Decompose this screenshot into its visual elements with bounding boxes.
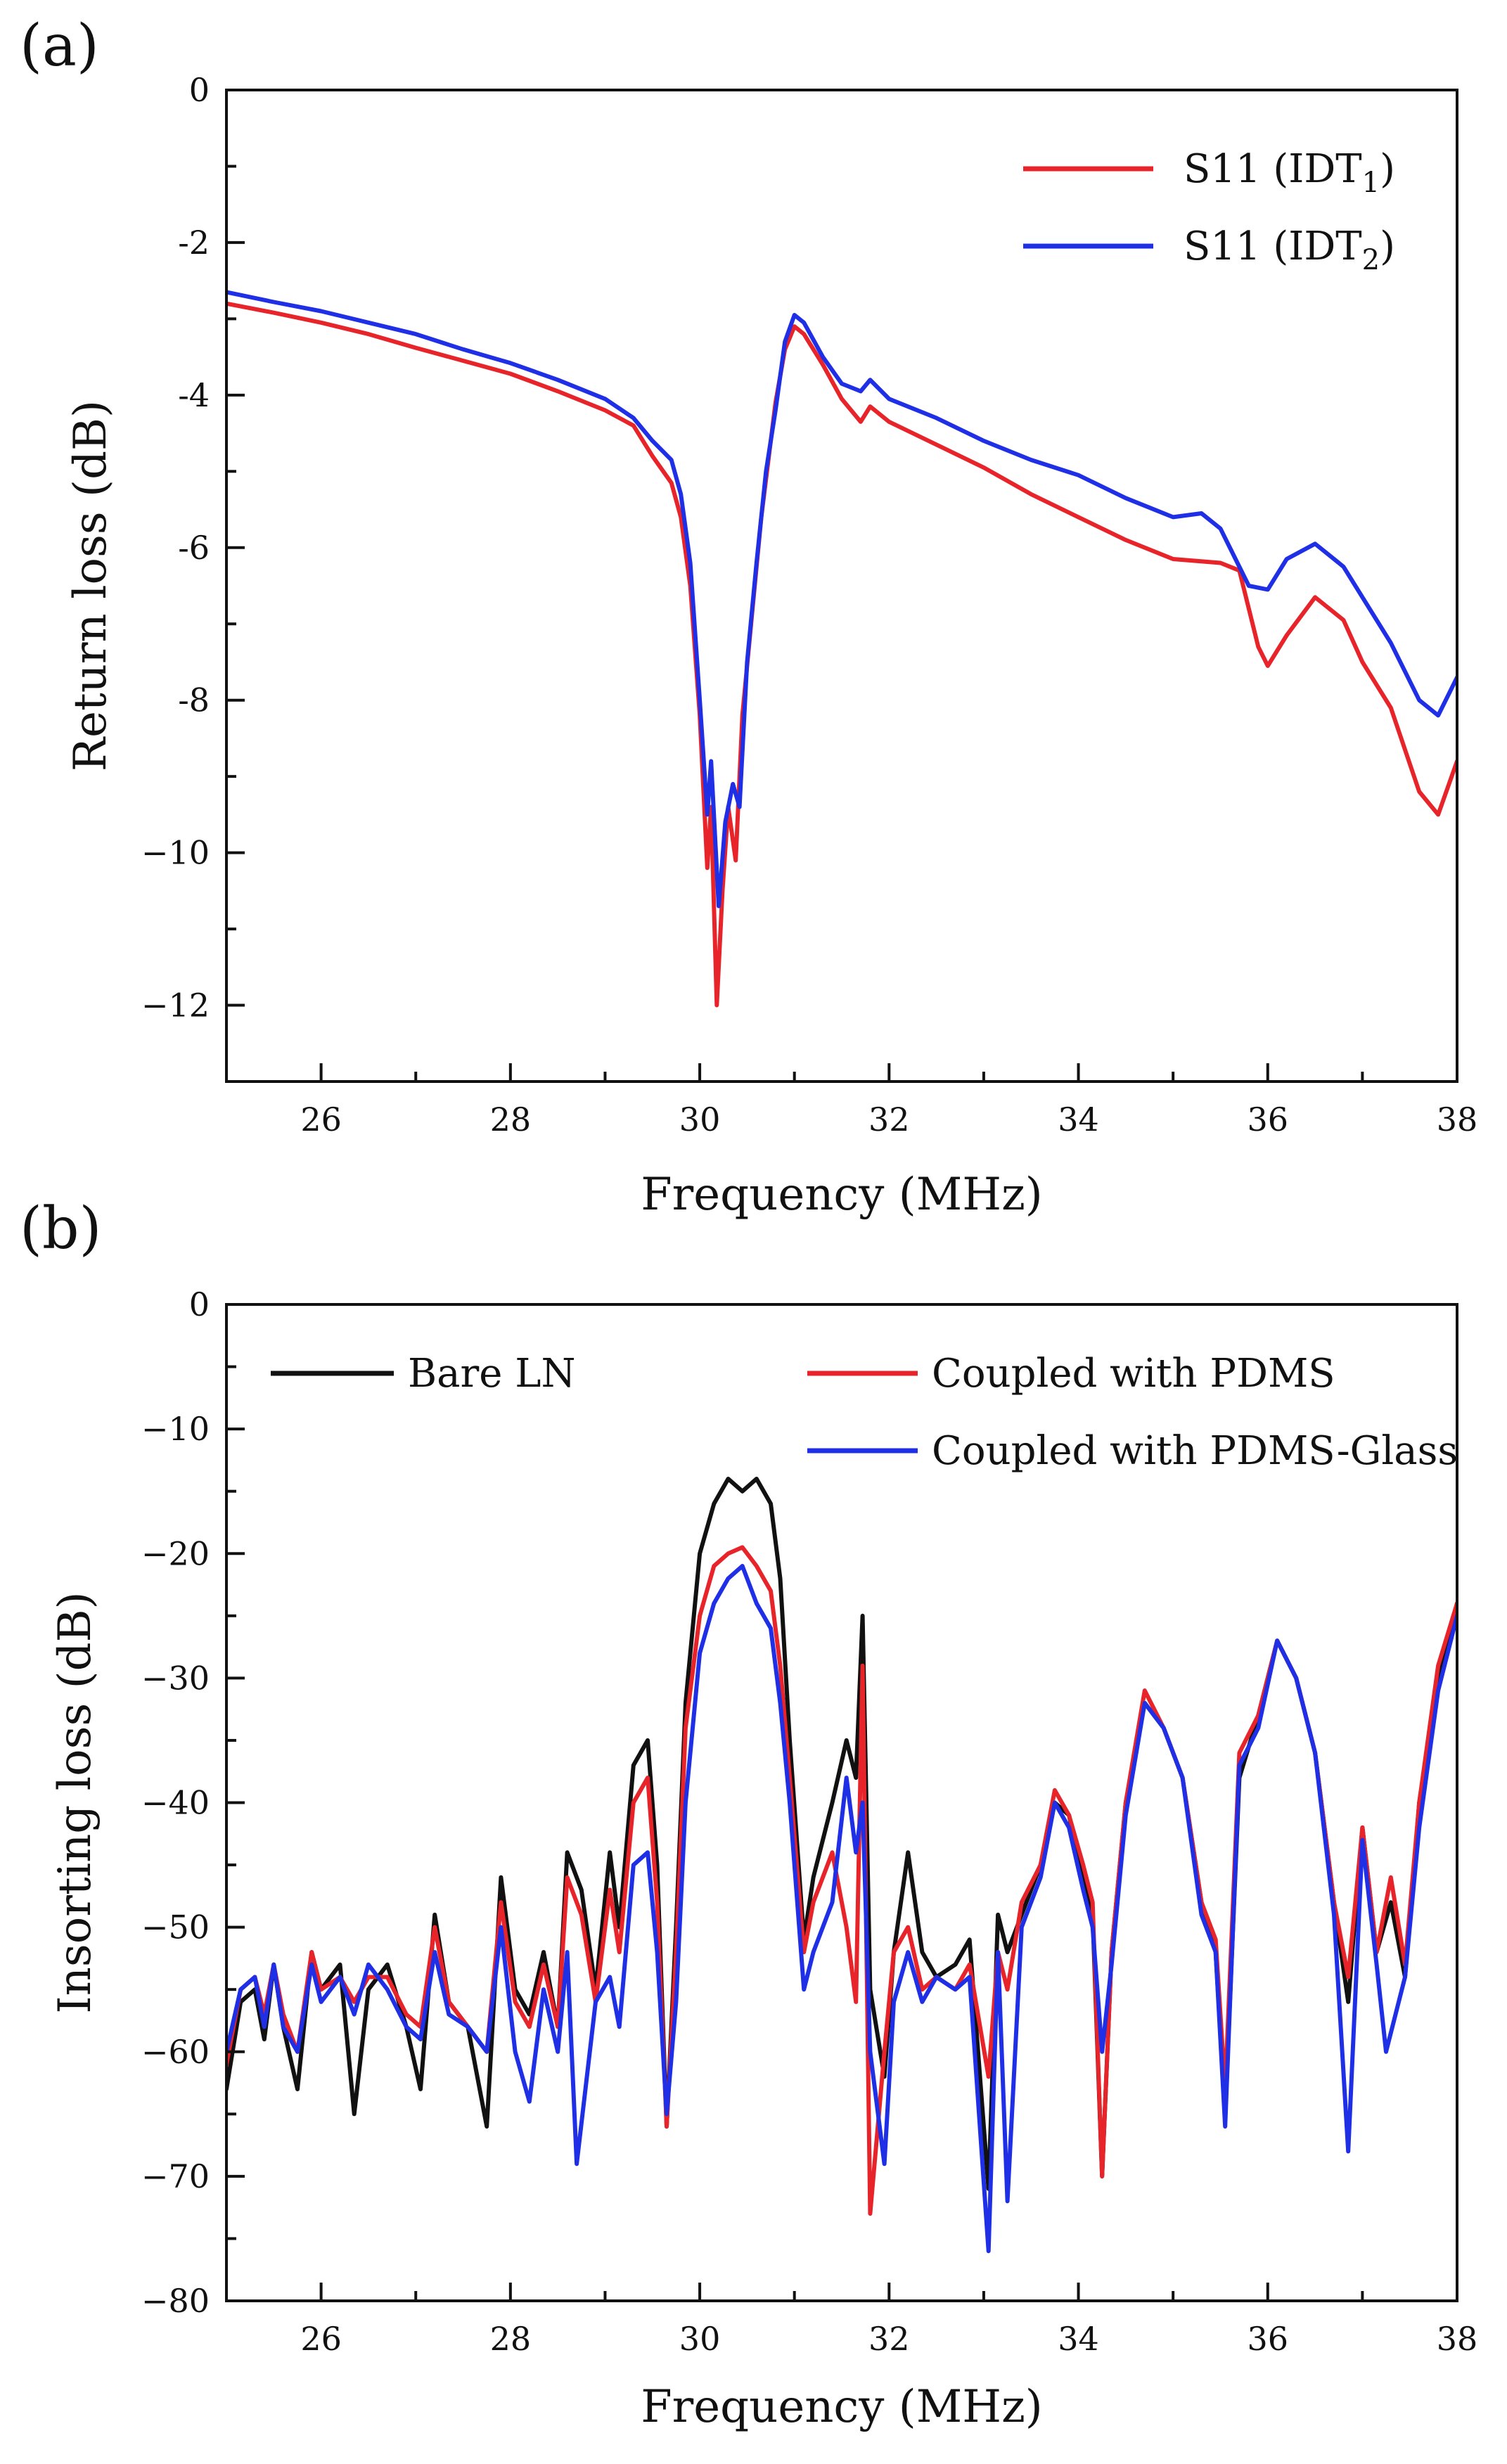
y-tick-label-b: −80 [141,2282,210,2320]
y-tick-label-a: -2 [178,224,210,262]
y-tick-label-a: -6 [178,529,210,567]
y-tick-label-a: −12 [141,987,210,1025]
x-tick-label-b: 32 [868,2320,910,2358]
x-axis-title-b: Frequency (MHz) [641,2381,1043,2433]
y-tick-label-b: −60 [141,2033,210,2071]
series-line-a-1 [226,301,1457,1008]
legend-label-b-3: Coupled with PDMS-Glass [932,1428,1458,1474]
y-tick-label-b: −10 [141,1410,210,1448]
x-tick-label-a: 28 [490,1101,532,1138]
y-tick-label-a: -8 [178,681,210,719]
chart-a: 26 28 30 32 34 36 38 0 -2 -4 -6 -8 −10 −12 Frequency (… [65,71,1477,1221]
x-tick-label-a: 26 [300,1101,342,1138]
legend-a: S11 (IDT1) S11 (IDT2) [1023,146,1395,276]
series-line-b-3 [226,1564,1457,2254]
y-tick-label-b: −20 [141,1534,210,1572]
legend-label-b-1: Bare LN [408,1351,575,1397]
y-axis-title-b: Insorting loss (dB) [49,1591,101,2013]
y-tick-label-b: −30 [141,1659,210,1697]
series-line-b-2 [226,1545,1457,2216]
x-tick-label-b: 30 [679,2320,721,2358]
series-line-a-2 [226,290,1457,909]
x-tick-label-a: 36 [1247,1101,1288,1138]
legend-label-a-1: S11 (IDT1) [1184,146,1395,199]
chart-b: 26 28 30 32 34 36 38 0 −10 −20 −30 −40 −50 −60 −70 −80 F… [49,1285,1477,2433]
y-tick-label-b: −40 [141,1784,210,1822]
x-tick-label-b: 34 [1058,2320,1099,2358]
y-tick-label-a: −10 [141,834,210,872]
y-tick-label-b: −70 [141,2157,210,2195]
plot-frame-a [225,89,1458,1083]
x-axis-title-a: Frequency (MHz) [641,1169,1043,1221]
legend-label-a-2: S11 (IDT2) [1184,224,1395,276]
y-tick-label-a: -4 [178,376,210,414]
y-tick-label-b: 0 [189,1285,210,1323]
y-tick-label-a: 0 [189,71,210,109]
panel-a-label: (a) [20,13,99,79]
x-tick-label-a: 32 [868,1101,910,1138]
y-axis-title-a: Return loss (dB) [65,400,117,771]
legend-b: Bare LN Coupled with PDMS Coupled with PDM… [271,1351,1458,1474]
x-tick-label-a: 34 [1058,1101,1099,1138]
x-tick-label-a: 38 [1437,1101,1478,1138]
x-tick-label-a: 30 [679,1101,721,1138]
x-tick-label-b: 28 [490,2320,532,2358]
y-tick-label-b: −50 [141,1908,210,1946]
x-tick-label-b: 26 [300,2320,342,2358]
panel-b-label: (b) [20,1195,102,1262]
x-tick-label-b: 36 [1247,2320,1288,2358]
x-tick-label-b: 38 [1437,2320,1478,2358]
legend-label-b-2: Coupled with PDMS [932,1351,1335,1397]
